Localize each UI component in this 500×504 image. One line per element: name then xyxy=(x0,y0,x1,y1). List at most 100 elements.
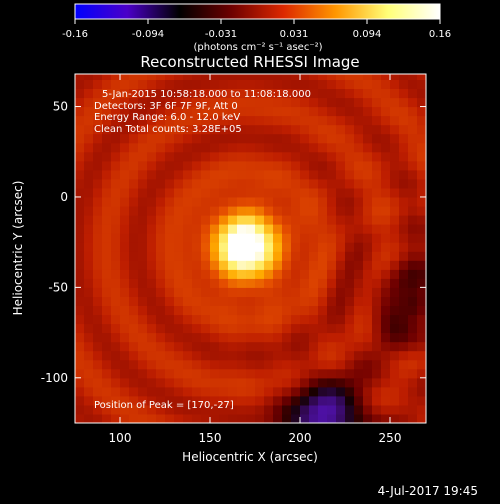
heatmap-cell xyxy=(327,178,337,189)
heatmap-cell xyxy=(354,296,364,306)
heatmap-cell xyxy=(147,178,157,189)
heatmap-cell xyxy=(291,287,301,297)
heatmap-cell xyxy=(219,215,229,225)
heatmap-cell xyxy=(219,197,229,207)
heatmap-cell xyxy=(165,151,175,162)
heatmap-cell xyxy=(156,142,166,153)
heatmap-cell xyxy=(300,169,310,180)
heatmap-cell xyxy=(219,332,229,343)
heatmap-cell xyxy=(372,142,382,153)
heatmap-cell xyxy=(237,197,247,207)
heatmap-cell xyxy=(210,386,220,397)
heatmap-cell xyxy=(282,74,292,80)
heatmap-cell xyxy=(165,215,175,225)
heatmap-cell xyxy=(75,287,85,297)
heatmap-cell xyxy=(174,97,184,108)
heatmap-cell xyxy=(282,332,292,343)
heatmap-cell xyxy=(300,269,310,279)
heatmap-cell xyxy=(192,115,202,126)
heatmap-cell xyxy=(363,233,373,243)
heatmap-cell xyxy=(156,414,166,423)
heatmap-cell xyxy=(93,278,103,288)
heatmap-cell xyxy=(282,160,292,171)
heatmap-cell xyxy=(381,142,391,153)
heatmap-cell xyxy=(93,133,103,144)
heatmap-cell xyxy=(156,278,166,288)
date-stamp: 4-Jul-2017 19:45 xyxy=(378,484,478,498)
heatmap-cell xyxy=(219,169,229,180)
heatmap-cell xyxy=(417,178,426,189)
heatmap-cell xyxy=(291,142,301,153)
heatmap-cell xyxy=(219,115,229,126)
heatmap-cell xyxy=(183,106,193,117)
heatmap-cell xyxy=(75,341,85,352)
heatmap-cell xyxy=(354,160,364,171)
heatmap-cell xyxy=(102,341,112,352)
heatmap-cell xyxy=(318,323,328,334)
heatmap-cell xyxy=(183,206,193,216)
heatmap-cell xyxy=(336,197,346,207)
heatmap-cell xyxy=(408,88,418,99)
heatmap-cell xyxy=(309,215,319,225)
heatmap-cell xyxy=(210,368,220,379)
heatmap-cell xyxy=(219,151,229,162)
heatmap-cell xyxy=(201,160,211,171)
heatmap-cell xyxy=(408,178,418,189)
heatmap-cell xyxy=(138,133,148,144)
heatmap-cell xyxy=(255,79,265,89)
heatmap-cell xyxy=(372,278,382,288)
peak-position-label: Position of Peak = [170,-27] xyxy=(94,400,234,411)
heatmap-cell xyxy=(345,242,355,252)
heatmap-cell xyxy=(273,278,283,288)
heatmap-cell xyxy=(273,169,283,180)
heatmap-cell xyxy=(381,414,391,423)
heatmap-cell xyxy=(300,74,310,80)
heatmap-cell xyxy=(165,305,175,316)
heatmap-cell xyxy=(408,74,418,80)
heatmap-cell xyxy=(75,377,85,388)
heatmap-cell xyxy=(75,242,85,252)
heatmap-cell xyxy=(165,332,175,343)
heatmap-cell xyxy=(147,242,157,252)
heatmap-cell xyxy=(246,341,256,352)
heatmap-cell xyxy=(300,97,310,108)
heatmap-cell xyxy=(75,414,85,423)
heatmap-cell xyxy=(228,332,238,343)
heatmap-cell xyxy=(390,197,400,207)
heatmap-cell xyxy=(327,206,337,216)
colorbar-tick-label: 0.031 xyxy=(280,29,309,40)
heatmap-cell xyxy=(282,178,292,189)
heatmap-cell xyxy=(264,160,274,171)
heatmap-cell xyxy=(381,169,391,180)
heatmap-cell xyxy=(309,350,319,361)
heatmap-cell xyxy=(111,124,121,135)
heatmap-cell xyxy=(363,296,373,306)
heatmap-cell xyxy=(102,197,112,207)
heatmap-cell xyxy=(147,278,157,288)
heatmap-cell xyxy=(417,151,426,162)
heatmap-cell xyxy=(165,160,175,171)
heatmap-cell xyxy=(408,106,418,117)
heatmap-cell xyxy=(165,79,175,89)
heatmap-cell xyxy=(309,133,319,144)
heatmap-cell xyxy=(318,368,328,379)
heatmap-cell xyxy=(309,386,319,397)
heatmap-cell xyxy=(165,296,175,306)
heatmap-cell xyxy=(273,79,283,89)
heatmap-cell xyxy=(363,133,373,144)
heatmap-cell xyxy=(282,88,292,99)
heatmap-cell xyxy=(318,133,328,144)
heatmap-cell xyxy=(111,359,121,370)
heatmap-cell xyxy=(219,88,229,99)
heatmap-cell xyxy=(120,305,130,316)
heatmap-cell xyxy=(264,242,274,252)
heatmap-cell xyxy=(354,151,364,162)
heatmap-cell xyxy=(111,197,121,207)
heatmap-cell xyxy=(156,88,166,99)
heatmap-cell xyxy=(237,187,247,198)
heatmap-cell xyxy=(309,404,319,415)
heatmap-cell xyxy=(192,233,202,243)
heatmap-cell xyxy=(93,178,103,189)
heatmap-cell xyxy=(192,97,202,108)
heatmap-cell xyxy=(354,88,364,99)
